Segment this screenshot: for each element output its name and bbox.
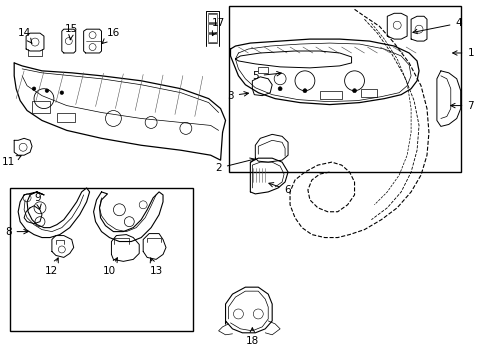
Circle shape — [303, 89, 307, 93]
Bar — [208, 14, 217, 22]
Bar — [57, 113, 74, 122]
Bar — [10, 188, 193, 331]
Bar — [208, 24, 217, 32]
Text: 16: 16 — [102, 28, 120, 44]
Bar — [32, 100, 50, 113]
Text: 14: 14 — [18, 28, 32, 43]
Text: 2: 2 — [215, 158, 254, 173]
Text: 18: 18 — [245, 328, 259, 346]
Circle shape — [32, 87, 36, 90]
Bar — [208, 34, 217, 42]
Text: 12: 12 — [45, 258, 58, 276]
Text: 6: 6 — [269, 183, 292, 195]
Circle shape — [60, 91, 64, 94]
Bar — [258, 67, 268, 73]
Text: 4: 4 — [413, 18, 462, 34]
Text: 13: 13 — [149, 258, 163, 276]
Text: 7: 7 — [451, 100, 474, 111]
Text: 11: 11 — [1, 156, 21, 167]
Text: 15: 15 — [65, 24, 78, 40]
Bar — [228, 6, 461, 172]
Text: 8: 8 — [5, 226, 28, 237]
Circle shape — [353, 89, 357, 93]
Bar — [320, 91, 342, 99]
Text: 9: 9 — [35, 193, 41, 209]
Circle shape — [45, 89, 49, 93]
Text: 1: 1 — [453, 48, 474, 58]
Circle shape — [278, 87, 282, 91]
Text: 10: 10 — [103, 258, 118, 276]
Text: 5: 5 — [252, 71, 281, 81]
Bar — [362, 89, 377, 96]
Text: 3: 3 — [227, 91, 248, 101]
Text: 17: 17 — [212, 18, 225, 36]
